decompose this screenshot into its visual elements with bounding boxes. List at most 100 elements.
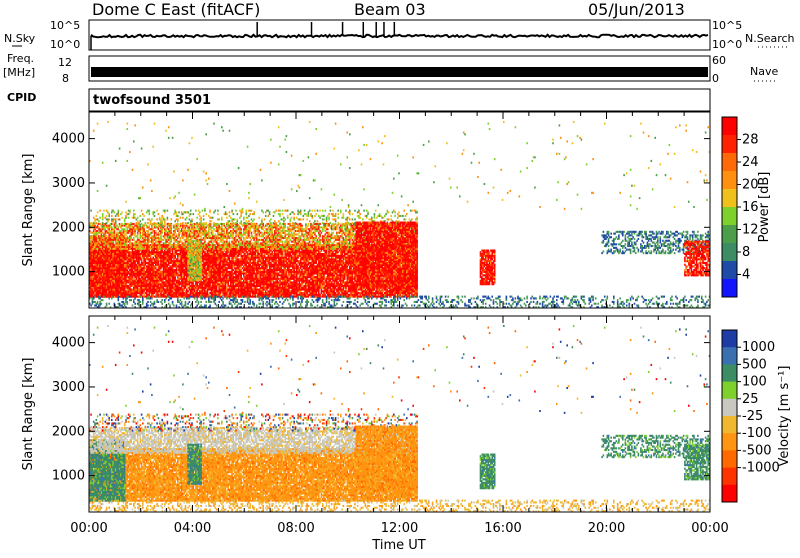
nave-label: Nave: [750, 65, 778, 78]
range-gate-cell: [243, 274, 245, 276]
range-gate-cell: [240, 280, 242, 282]
range-gate-cell: [309, 280, 311, 282]
power-data-layer: [89, 121, 710, 308]
range-gate-cell: [299, 269, 301, 271]
range-gate-cell: [235, 287, 237, 289]
range-gate-cell: [279, 280, 281, 282]
nsky-label: N.Sky: [4, 32, 36, 45]
range-gate-cell: [216, 287, 218, 289]
range-gate-cell: [193, 281, 195, 283]
range-gate-cell: [163, 287, 165, 289]
station-title: Dome C East (fitACF): [92, 0, 260, 19]
nsky-trace: [91, 22, 708, 50]
range-gate-cell: [288, 267, 290, 269]
range-gate-cell: [150, 255, 152, 257]
range-gate-cell: [251, 281, 253, 283]
range-gate-cell: [295, 262, 297, 264]
range-gate-cell: [300, 267, 302, 269]
range-gate-cell: [138, 262, 140, 264]
range-gate-cell: [256, 274, 258, 276]
range-gate-cell: [141, 260, 143, 262]
range-gate-cell: [136, 294, 138, 296]
cpid-text: twofsound 3501: [93, 93, 211, 108]
range-gate-cell: [226, 287, 228, 289]
cpid-panel: twofsound 3501: [89, 89, 710, 111]
nsky-line-trace: [91, 35, 708, 37]
range-gate-cell: [226, 260, 228, 262]
range-gate-cell: [204, 289, 206, 291]
range-gate-cell: [278, 255, 280, 257]
range-gate-cell: [240, 274, 242, 276]
range-gate-cell: [297, 257, 299, 259]
range-gate-cell: [143, 269, 145, 271]
range-gate-cell: [235, 296, 237, 298]
range-gate-cell: [182, 267, 184, 269]
range-gate-cell: [229, 257, 231, 259]
range-gate-cell: [315, 262, 317, 264]
range-gate-cell: [154, 269, 156, 271]
range-gate-cell: [226, 253, 228, 255]
range-gate-cell: [318, 289, 320, 291]
range-gate-cell: [305, 287, 307, 289]
range-gate-cell: [293, 269, 295, 271]
freq-label-2: [MHz]: [3, 66, 35, 79]
range-gate-cell: [176, 267, 178, 269]
range-gate-cell: [233, 269, 235, 271]
range-gate-cell: [226, 269, 228, 271]
range-gate-cell: [181, 287, 183, 289]
nsearch-tick-bottom: 10^0: [712, 38, 742, 51]
range-gate-cell: [281, 267, 283, 269]
range-gate-cell: [194, 289, 196, 291]
freq-tick-bottom: 8: [62, 72, 69, 85]
date-title: 05/Jun/2013: [588, 0, 685, 19]
range-gate-cell: [286, 260, 288, 262]
range-gate-cell: [313, 274, 315, 276]
range-gate-cell: [239, 267, 241, 269]
range-gate-cell: [158, 262, 160, 264]
freq-tick-top: 12: [58, 56, 72, 69]
range-gate-cell: [152, 294, 154, 296]
range-gate-cell: [134, 262, 136, 264]
range-gate-cell: [164, 294, 166, 296]
range-gate-cell: [159, 269, 161, 271]
range-gate-cell: [252, 274, 254, 276]
range-gate-cell: [256, 287, 258, 289]
range-gate-cell: [282, 253, 284, 255]
range-gate-cell: [264, 269, 266, 271]
range-gate-cell: [128, 262, 130, 264]
range-gate-cell: [270, 281, 272, 283]
range-gate-cell: [290, 253, 292, 255]
nsearch-label: N.Search: [745, 32, 795, 45]
nsky-tick-bottom: 10^0: [50, 38, 80, 51]
range-gate-cell: [127, 274, 129, 276]
range-gate-cell: [291, 255, 293, 257]
freq-band: [91, 67, 708, 77]
range-gate-cell: [300, 260, 302, 262]
range-gate-cell: [185, 287, 187, 289]
range-gate-cell: [141, 294, 143, 296]
range-gate-cell: [251, 287, 253, 289]
range-gate-cell: [172, 250, 174, 252]
range-gate-cell: [160, 267, 162, 269]
range-gate-cell: [220, 294, 222, 296]
range-gate-cell: [269, 260, 271, 262]
beam-title: Beam 03: [354, 0, 426, 19]
range-gate-cell: [143, 294, 145, 296]
range-gate-cell: [159, 281, 161, 283]
range-gate-cell: [181, 260, 183, 262]
range-gate-cell: [249, 294, 251, 296]
nsearch-tick-top: 10^5: [712, 19, 742, 32]
range-gate-cell: [277, 280, 279, 282]
range-gate-cell: [296, 281, 298, 283]
range-gate-cell: [296, 274, 298, 276]
range-gate-cell: [296, 253, 298, 255]
nsky-panel: 10^5 10^0 10^5 10^0: [50, 19, 742, 51]
range-gate-cell: [308, 296, 310, 298]
range-gate-cell: [290, 280, 292, 282]
range-gate-cell: [181, 274, 183, 276]
range-gate-cell: [273, 280, 275, 282]
range-gate-cell: [261, 253, 263, 255]
range-gate-cell: [155, 267, 157, 269]
range-gate-cell: [146, 281, 148, 283]
freq-panel: 12 8 60 0: [58, 54, 726, 85]
